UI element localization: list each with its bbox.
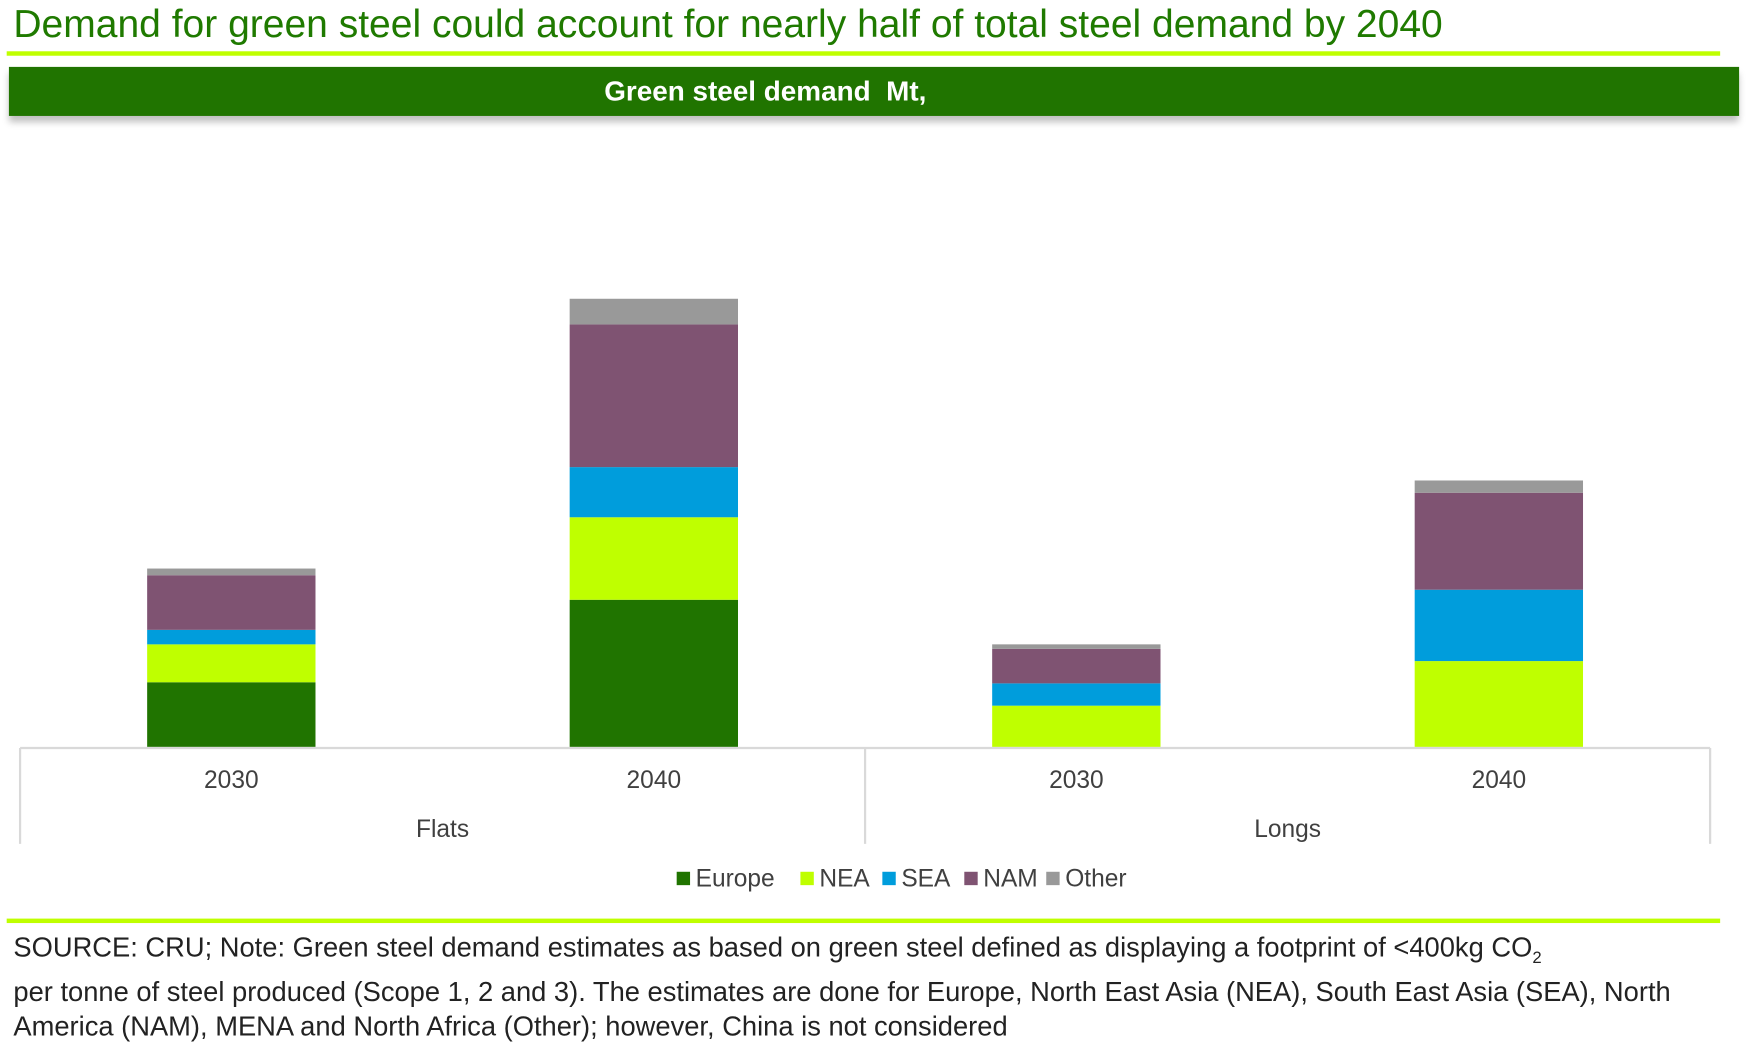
bar-segment-other <box>992 644 1161 649</box>
bar-segment-sea <box>569 467 738 518</box>
x-group-label: Longs <box>1254 816 1321 843</box>
legend-label-europe: Europe <box>696 865 775 892</box>
chart-title-banner: Green steel demand Mt, <box>8 66 1740 116</box>
bar-segment-other <box>569 298 738 325</box>
legend-label-sea: SEA <box>901 865 951 892</box>
bar-segment-europe <box>569 599 738 747</box>
legend-label-nea: NEA <box>819 865 870 892</box>
legend-swatch-nam <box>964 871 978 886</box>
note-subscript: 2 <box>1532 948 1542 968</box>
legend-swatch-europe <box>676 871 691 886</box>
bar-segment-nam <box>147 575 316 630</box>
page-title: Demand for green steel could account for… <box>13 2 1443 46</box>
bar-segment-sea <box>1414 589 1584 662</box>
bar-segment-sea <box>147 629 316 645</box>
bar-segment-other <box>1414 480 1584 493</box>
x-tick-label: 2030 <box>1049 767 1104 794</box>
bar-segment-nea <box>992 705 1161 747</box>
source-note: SOURCE: CRU; Note: Green steel demand es… <box>13 931 1719 1045</box>
bar-segment-nam <box>1414 492 1584 590</box>
x-tick-label: 2040 <box>1472 767 1527 794</box>
bar-segment-nea <box>147 644 316 683</box>
legend-swatch-other <box>1046 871 1060 886</box>
stacked-bar-chart: 2030 2040 Flats 2030 2040 Longs Europe NEA SEA NA… <box>18 298 1712 892</box>
bar-segment-nam <box>569 324 738 468</box>
note-text: per tonne of steel produced (Scope 1, 2 … <box>13 977 1671 1043</box>
legend-swatch-nea <box>800 871 814 886</box>
bar-segment-nea <box>1414 661 1584 747</box>
bar-segment-sea <box>992 683 1161 706</box>
x-tick-label: 2030 <box>204 767 259 794</box>
x-tick-label: 2040 <box>627 767 682 794</box>
legend-label-nam: NAM <box>983 865 1037 892</box>
bar-segment-nea <box>569 517 738 600</box>
note-text: SOURCE: CRU; Note: Green steel demand es… <box>13 933 1533 964</box>
bar-segment-other <box>147 568 316 576</box>
bar-segment-nam <box>992 648 1161 684</box>
chart-title: Green steel demand Mt, <box>604 75 927 108</box>
divider <box>6 918 1721 924</box>
legend-label-other: Other <box>1065 865 1126 892</box>
x-group-label: Flats <box>416 816 469 843</box>
bar-segment-europe <box>147 682 316 747</box>
divider <box>6 51 1721 56</box>
legend-swatch-sea <box>882 871 896 886</box>
